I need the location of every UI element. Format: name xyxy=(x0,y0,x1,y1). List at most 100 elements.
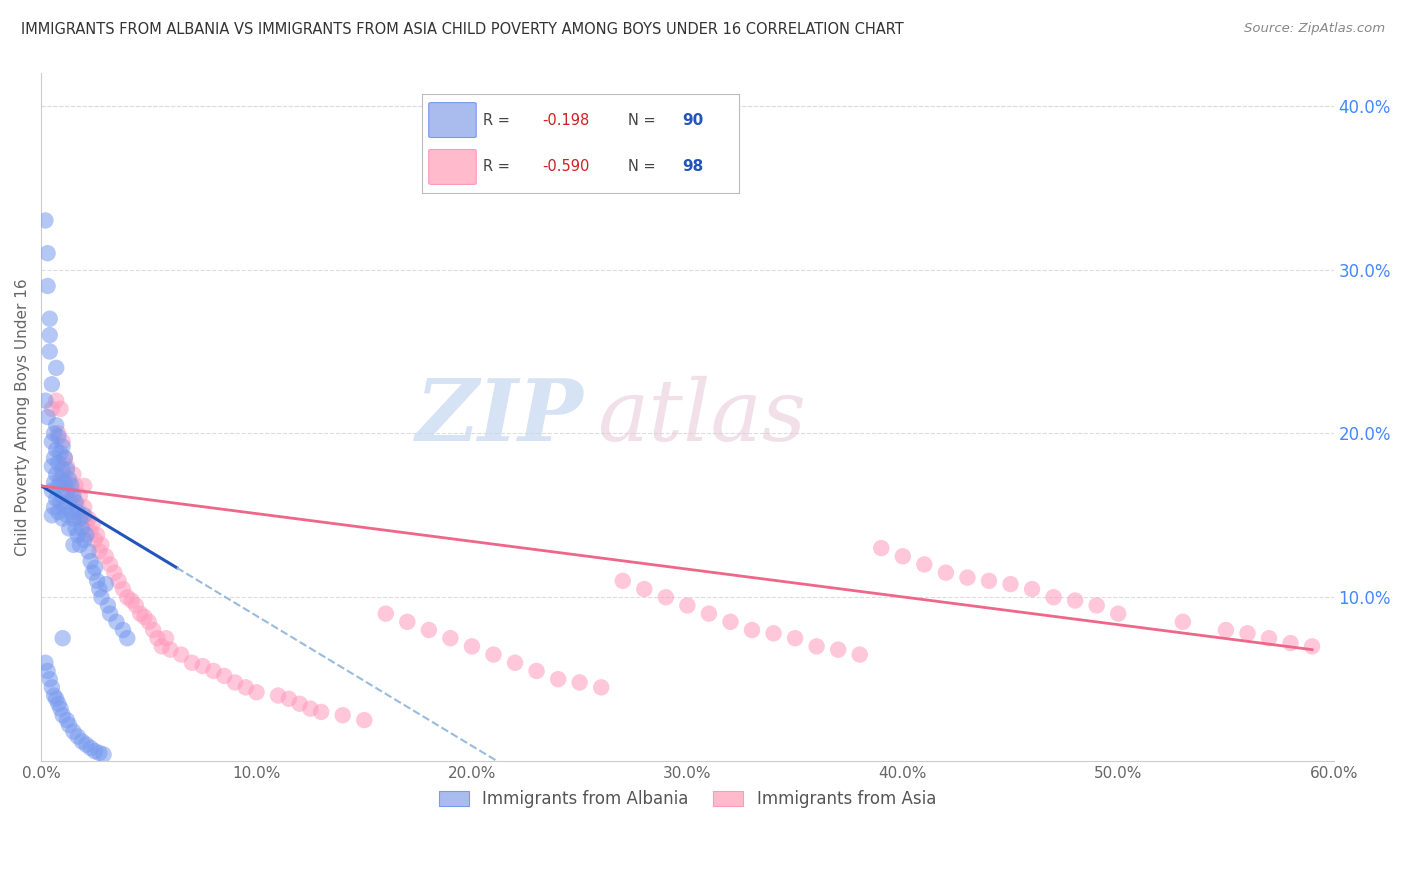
Point xyxy=(73,533,96,547)
Point xyxy=(612,574,634,588)
Point xyxy=(848,648,870,662)
Point xyxy=(41,459,63,474)
Point xyxy=(34,393,56,408)
Point xyxy=(150,640,173,654)
Point xyxy=(62,467,84,482)
Point xyxy=(58,495,80,509)
Point xyxy=(418,623,440,637)
Point xyxy=(79,554,101,568)
Point xyxy=(1085,599,1108,613)
Point xyxy=(159,642,181,657)
Text: Source: ZipAtlas.com: Source: ZipAtlas.com xyxy=(1244,22,1385,36)
Point xyxy=(277,691,299,706)
Point xyxy=(52,462,75,476)
Point xyxy=(60,505,83,519)
Point xyxy=(66,505,89,519)
Point xyxy=(84,560,107,574)
Point xyxy=(1021,582,1043,596)
Point xyxy=(49,472,72,486)
Point xyxy=(42,426,65,441)
Y-axis label: Child Poverty Among Boys Under 16: Child Poverty Among Boys Under 16 xyxy=(15,278,30,556)
Point xyxy=(374,607,396,621)
Point xyxy=(332,708,354,723)
Point xyxy=(1107,607,1129,621)
Point xyxy=(93,747,115,762)
Point xyxy=(94,577,117,591)
Point xyxy=(58,475,80,490)
Point xyxy=(46,430,69,444)
Point xyxy=(46,426,69,441)
Point xyxy=(111,582,134,596)
Point xyxy=(41,401,63,416)
Point xyxy=(52,631,75,645)
Point xyxy=(73,500,96,515)
Point xyxy=(41,434,63,449)
Point xyxy=(191,659,214,673)
Point xyxy=(146,631,169,645)
Point xyxy=(309,705,332,719)
Point xyxy=(41,483,63,498)
Point xyxy=(69,489,91,503)
Point xyxy=(41,681,63,695)
Point xyxy=(82,516,104,531)
Point xyxy=(827,642,849,657)
Point xyxy=(77,544,100,558)
Point xyxy=(46,505,69,519)
Point xyxy=(66,528,89,542)
Point xyxy=(1301,640,1323,654)
Point xyxy=(75,528,97,542)
Point xyxy=(70,734,93,748)
Point xyxy=(142,623,165,637)
Point xyxy=(180,656,202,670)
Point xyxy=(70,511,93,525)
Point xyxy=(89,582,111,596)
Point xyxy=(52,708,75,723)
Point xyxy=(62,489,84,503)
Point xyxy=(52,489,75,503)
Point xyxy=(69,538,91,552)
Point xyxy=(73,479,96,493)
Point xyxy=(69,511,91,525)
Point xyxy=(806,640,828,654)
Point xyxy=(45,418,67,433)
Point xyxy=(762,626,785,640)
Point xyxy=(42,689,65,703)
Point xyxy=(568,675,591,690)
Point xyxy=(38,344,60,359)
Point xyxy=(53,450,76,465)
Text: atlas: atlas xyxy=(598,376,806,458)
Point xyxy=(299,701,322,715)
Point xyxy=(56,483,79,498)
Point xyxy=(121,593,143,607)
Point xyxy=(56,462,79,476)
Point xyxy=(912,558,935,572)
Point xyxy=(45,442,67,457)
Point xyxy=(125,599,148,613)
Point xyxy=(73,508,96,523)
Point xyxy=(591,681,613,695)
Point xyxy=(62,724,84,739)
Point xyxy=(935,566,957,580)
Point xyxy=(70,521,93,535)
Point xyxy=(353,713,375,727)
Point xyxy=(396,615,419,629)
Point xyxy=(46,697,69,711)
Point xyxy=(655,591,678,605)
Point xyxy=(58,472,80,486)
Legend: Immigrants from Albania, Immigrants from Asia: Immigrants from Albania, Immigrants from… xyxy=(432,783,943,814)
Point xyxy=(62,491,84,506)
Point xyxy=(103,566,125,580)
Point xyxy=(1064,593,1087,607)
Point xyxy=(97,599,120,613)
Point xyxy=(1171,615,1194,629)
Point xyxy=(42,475,65,490)
Point xyxy=(89,544,111,558)
Point xyxy=(62,538,84,552)
Point xyxy=(235,681,257,695)
Point xyxy=(482,648,505,662)
Point xyxy=(288,697,311,711)
Point xyxy=(117,631,139,645)
Point xyxy=(38,311,60,326)
Point xyxy=(49,401,72,416)
Point xyxy=(60,479,83,493)
